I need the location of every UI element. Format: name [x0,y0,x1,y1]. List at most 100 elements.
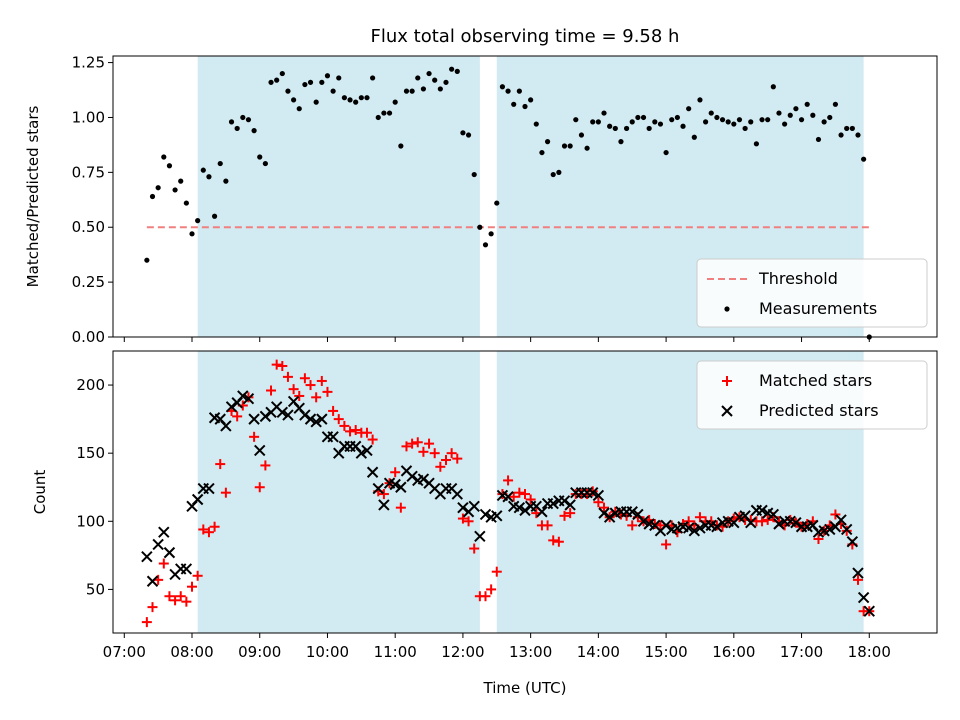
measurement-point [736,117,743,123]
measurement-point [782,121,788,127]
predicted-star-point [327,431,339,443]
matched-star-point [401,441,412,452]
x-tick-label: 07:00 [103,643,146,661]
legend-label: Threshold [758,269,838,288]
matched-star-point [361,427,372,438]
matched-star-point [627,520,638,531]
measurement-point [228,119,235,125]
x-marker-b [835,514,847,526]
x-marker-b [349,440,362,453]
x-marker-b [592,489,605,502]
measurement-point [776,110,782,116]
measurement-point [770,84,776,90]
x-marker-b [761,507,774,519]
measurement-point [341,95,347,101]
measurement-point [793,106,799,112]
predicted-star-point [637,515,650,527]
x-tick-label: 10:00 [306,643,349,661]
matched-star-point [503,475,514,486]
predicted-star-point [366,466,379,478]
x-marker-b [254,444,266,457]
predicted-star-point [852,567,864,579]
measurement-point [556,169,562,175]
matched-star-point [520,489,530,500]
x-marker-b [214,413,226,425]
matched-star-point [412,437,423,448]
x-marker-b [242,392,255,405]
x-marker-b [372,482,384,495]
matched-star-point [694,512,705,523]
predicted-star-point [626,506,638,518]
matched-star-point [294,390,305,401]
x-tick-label: 15:00 [644,643,687,661]
measurement-point [307,79,314,85]
x-marker-b [152,538,164,551]
matched-star-point [378,489,389,500]
measurement-point [657,121,664,127]
x-marker-b [395,481,407,493]
predicted-star-point [603,511,616,523]
measurement-point [753,141,759,147]
predicted-star-point [756,504,768,517]
x-marker-b [513,501,526,514]
matched-star-point [452,453,463,464]
measurement-point [494,200,500,206]
matched-star-point [316,375,327,386]
matched-star-point [249,431,260,442]
measurement-point [505,88,511,94]
predicted-star-point [355,447,368,459]
predicted-star-point [242,392,255,405]
measurement-point [443,79,449,85]
matched-star-point [350,425,361,436]
predicted-star-point [276,406,289,419]
x-marker-b [677,521,689,533]
measurement-point [166,163,173,169]
measurement-point [364,95,370,101]
matched-star-point [175,591,186,602]
matched-star-point [390,467,401,478]
x-marker-b [208,412,221,424]
matched-star-point [593,497,604,508]
matched-star-point [440,454,451,465]
measurement-point [804,101,810,107]
x-marker-b [310,416,322,428]
measurement-point [195,218,201,224]
measurement-point [291,97,297,103]
x-tick-label: 17:00 [780,643,823,661]
x-marker-b [327,431,339,443]
x-marker-b [857,591,870,604]
measurement-point [189,231,195,237]
measurement-point [652,119,658,125]
matched-star-point [260,460,271,471]
legend-label: Predicted stars [759,401,879,420]
predicted-star-point [361,444,373,457]
measurement-point [499,84,506,90]
measurement-point [211,213,218,219]
predicted-star-point [536,506,548,518]
matched-star-point [277,360,288,371]
measurement-point [635,114,641,121]
measurement-point [313,99,319,105]
predicted-star-point [203,482,215,495]
matched-star-point [852,574,863,585]
ratio-panel: 0.00 0.25 0.50 0.75 1.00 1.25 Flux total obser… [24,26,938,346]
x-marker-b [293,402,305,414]
measurement-point [832,101,839,107]
x-marker-b [530,500,542,513]
measurement-point [482,242,489,248]
x-marker-b [445,482,458,495]
chart-title: Flux total observing time = 9.58 h [371,26,680,47]
y-tick-label: 0.75 [72,163,105,181]
x-marker-b [479,508,492,521]
measurement-point [375,114,381,121]
x-marker-b [203,482,215,495]
measurement-point [296,106,302,112]
legend-box [696,258,928,328]
x-tick-label: 09:00 [238,643,281,661]
legend-label: Matched stars [759,371,872,390]
measurement-point [561,143,568,149]
measurement-point [223,178,229,184]
matched-star-point [254,482,265,493]
x-marker-b [304,413,317,425]
x-marker-b [756,504,768,517]
